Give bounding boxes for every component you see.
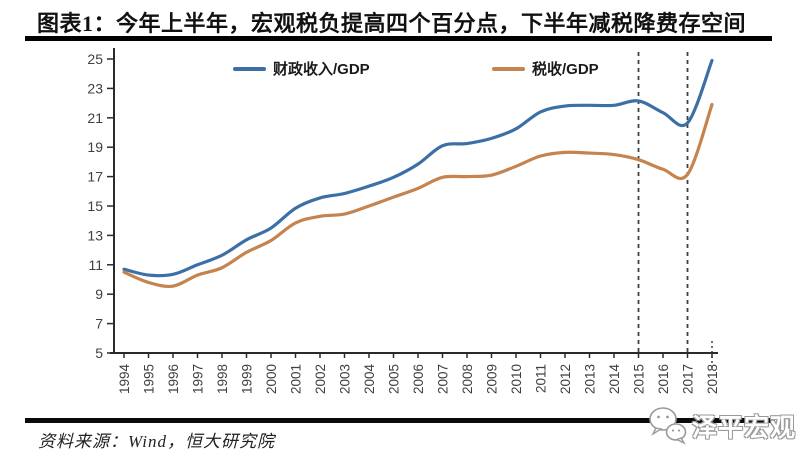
x-tick-label: 2009 (485, 364, 500, 394)
x-tick-label: 2012 (558, 364, 573, 394)
x-tick-label: 2003 (338, 364, 353, 394)
title-divider-rule (25, 36, 772, 41)
y-tick-label: 7 (95, 316, 103, 332)
x-tick-label: 2001 (289, 364, 304, 394)
x-tick-label: 2005 (387, 364, 402, 394)
wechat-chat-bubbles-icon (649, 407, 687, 445)
footer-divider-rule (25, 418, 775, 423)
x-tick-label: 2017 (681, 364, 696, 394)
x-tick-label: 2004 (362, 364, 377, 395)
chart-title: 图表1：今年上半年，宏观税负提高四个百分点，下半年减税降费存空间 (37, 11, 747, 36)
x-tick-label: 2002 (313, 364, 328, 394)
x-tick-label: 2011 (534, 364, 549, 393)
x-tick-label: 1997 (191, 364, 206, 394)
x-tick-label: 2014 (607, 364, 622, 395)
x-tick-label: 1995 (142, 364, 157, 394)
zeping-macro-logo: 泽平宏观 (648, 406, 796, 446)
y-tick-label: 21 (87, 110, 103, 126)
x-tick-label: 2008 (460, 364, 475, 394)
y-tick-label: 13 (87, 227, 103, 243)
x-tick-label: 2010 (509, 364, 524, 394)
series-line-fiscal (122, 58, 714, 278)
x-tick-label: 2018 (705, 364, 720, 394)
series-line-tax (122, 102, 714, 289)
y-tick-label: 19 (87, 139, 103, 155)
y-tick-label: 17 (87, 169, 103, 185)
x-tick-label: 1996 (166, 364, 181, 394)
y-tick-label: 9 (95, 286, 103, 302)
y-tick-label: 11 (88, 257, 103, 273)
x-tick-label: 1998 (215, 364, 230, 394)
x-tick-label: 2006 (411, 364, 426, 394)
x-tick-label: 2007 (436, 364, 451, 394)
logo-text: 泽平宏观 (692, 414, 797, 442)
x-tick-label: 2016 (656, 364, 671, 394)
line-chart: 5 7 9 11 13 15 17 19 21 23 25 1994 1995 1996 1997 1998 1… (0, 40, 800, 415)
y-tick-label: 5 (95, 345, 103, 361)
x-tick-label: 2015 (632, 364, 647, 394)
plot-canvas: 5 7 9 11 13 15 17 19 21 23 25 1994 1995 1996 1997 1998 1… (87, 48, 720, 395)
y-tick-label: 25 (87, 51, 103, 67)
y-tick-label: 15 (87, 198, 103, 214)
y-tick-label: 23 (87, 80, 103, 96)
x-tick-label: 1994 (117, 364, 132, 395)
x-tick-label: 2000 (264, 364, 279, 394)
data-source-note: 资料来源：Wind，恒大研究院 (38, 432, 275, 451)
x-tick-label: 1999 (240, 364, 255, 394)
x-tick-label: 2013 (583, 364, 598, 394)
